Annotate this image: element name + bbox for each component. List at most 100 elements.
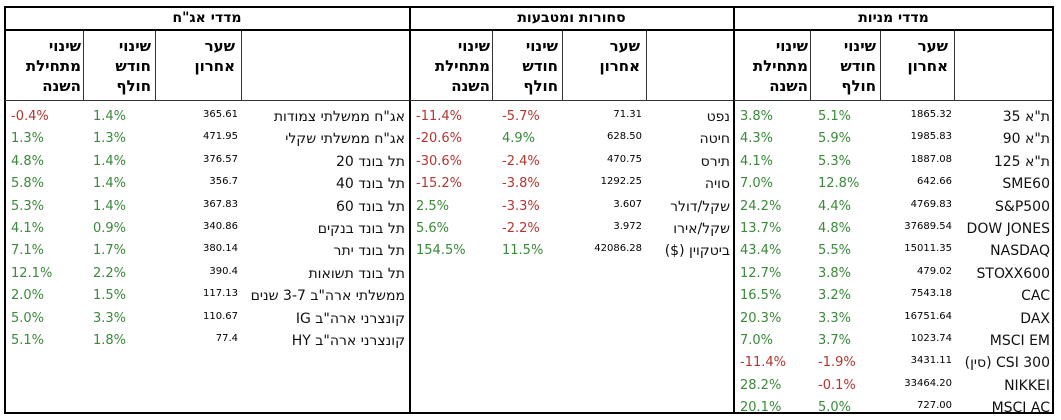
ytd-change-value: -30.6% xyxy=(416,153,462,169)
ytd-change-value: 5.6% xyxy=(416,221,450,236)
last-price-value: 71.31 xyxy=(613,109,642,120)
table-row: -15.2% -3.8% 1292.25 סויה xyxy=(410,173,733,195)
column-divider xyxy=(241,30,242,100)
month-change-value: -3.8% xyxy=(502,176,540,192)
month-change-value: 1.7% xyxy=(93,243,127,259)
column-divider xyxy=(155,30,156,100)
instrument-name: קונצרני ארה"ב HY xyxy=(291,333,405,349)
table-row: 5.3% 1.4% 367.83 תל בונד 60 xyxy=(5,196,409,218)
instrument-name: תירס xyxy=(700,153,730,170)
month-change-value: 1.4% xyxy=(93,198,127,214)
instrument-name: תל בונד 20 xyxy=(335,153,405,170)
ytd-change-value: -20.6% xyxy=(416,131,462,147)
ytd-change-value: -15.2% xyxy=(416,176,462,192)
table-row: 5.6% -2.2% 3.972 שקל/אירו xyxy=(410,218,733,240)
last-price-value: 628.50 xyxy=(607,131,642,143)
month-change-value: -3.3% xyxy=(502,198,540,214)
section-divider xyxy=(733,6,735,414)
month-change-value: 1.5% xyxy=(93,288,127,304)
ytd-change-value: 12.1% xyxy=(11,265,53,281)
title-underline xyxy=(5,29,1053,31)
ytd-change-value: 5.0% xyxy=(11,310,45,326)
month-change-value: 12.8% xyxy=(818,176,860,192)
ytd-change-value: 4.1% xyxy=(11,221,45,236)
last-price-value: 4769.83 xyxy=(910,198,952,210)
instrument-name: ת"א 125 xyxy=(993,153,1050,170)
table-row: 13.7% 4.8% 37689.54 DOW JONES xyxy=(734,218,1053,240)
month-change-value: -2.2% xyxy=(502,221,540,236)
column-divider xyxy=(810,30,811,100)
last-price-value: 33464.20 xyxy=(904,377,952,389)
instrument-name: תל בונד יתר xyxy=(333,243,405,260)
bonds-section: מדדי אג"ח שינוי מתחילת השנה שינוי חודש חו… xyxy=(5,0,409,420)
ytd-change-value: 13.7% xyxy=(740,221,782,236)
last-price-value: 3431.11 xyxy=(910,355,952,367)
commodities-section: סחורות ומטבעות שינוי מתחילת השנה שינוי חו… xyxy=(410,0,733,420)
ytd-change-value: 5.3% xyxy=(11,198,45,214)
instrument-name: אג"ח ממשלתי שקלי xyxy=(285,131,405,148)
column-divider xyxy=(646,30,647,100)
commodities-section-title: סחורות ומטבעות xyxy=(517,10,626,26)
instrument-name: ממשלתי ארה"ב 3-7 שנים xyxy=(250,288,405,305)
month-change-value: 4.9% xyxy=(502,131,536,147)
month-change-value: 4.8% xyxy=(818,221,852,236)
header-last-price: שער אחרון xyxy=(599,37,640,75)
last-price-value: 77.4 xyxy=(215,333,238,344)
ytd-change-value: 2.5% xyxy=(416,198,450,214)
instrument-name: MSCI AC xyxy=(991,400,1050,417)
table-row: -20.6% 4.9% 628.50 חיטה xyxy=(410,128,733,150)
table-row: -30.6% -2.4% 470.75 תירס xyxy=(410,151,733,173)
instrument-name: נפט xyxy=(706,109,730,125)
table-row: 7.0% 12.8% 642.66 SME60 xyxy=(734,173,1053,195)
last-price-value: 380.14 xyxy=(203,243,238,255)
last-price-value: 367.83 xyxy=(203,198,238,210)
table-row: 5.1% 1.8% 77.4 קונצרני ארה"ב HY xyxy=(5,330,409,352)
month-change-value: 1.3% xyxy=(93,131,127,147)
last-price-value: 1887.08 xyxy=(910,153,952,165)
table-row: 4.8% 1.4% 376.57 תל בונד 20 xyxy=(5,151,409,173)
month-change-value: 3.3% xyxy=(93,310,127,326)
ytd-change-value: 7.0% xyxy=(740,333,774,348)
month-change-value: 3.7% xyxy=(818,333,852,348)
instrument-name: שקל/אירו xyxy=(673,221,730,237)
ytd-change-value: 5.8% xyxy=(11,176,45,192)
instrument-name: ת"א 90 xyxy=(1002,131,1050,148)
table-row: 7.1% 1.7% 380.14 תל בונד יתר xyxy=(5,240,409,262)
header-month-change: שינוי חודש חולף xyxy=(840,37,876,95)
ytd-change-value: 20.1% xyxy=(740,400,782,416)
last-price-value: 479.02 xyxy=(917,265,952,277)
ytd-change-value: 4.8% xyxy=(11,153,45,169)
header-underline xyxy=(734,100,1053,101)
month-change-value: -0.1% xyxy=(818,377,856,393)
ytd-change-value: 7.0% xyxy=(740,176,774,192)
ytd-change-value: 7.1% xyxy=(11,243,45,259)
last-price-value: 390.4 xyxy=(209,265,238,277)
column-divider xyxy=(83,30,84,100)
last-price-value: 356.7 xyxy=(209,176,238,188)
table-row: -11.4% -1.9% 3431.11 CSI 300 (סין) xyxy=(734,352,1053,374)
last-price-value: 1865.32 xyxy=(910,109,952,120)
instrument-name: סויה xyxy=(704,176,730,193)
month-change-value: 5.9% xyxy=(818,131,852,147)
ytd-change-value: 28.2% xyxy=(740,377,782,393)
last-price-value: 117.13 xyxy=(203,288,238,300)
month-change-value: 1.8% xyxy=(93,333,127,348)
month-change-value: 1.4% xyxy=(93,176,127,192)
header-ytd-change: שינוי מתחילת השנה xyxy=(434,37,490,95)
last-price-value: 16751.64 xyxy=(904,310,952,322)
last-price-value: 376.57 xyxy=(203,153,238,165)
month-change-value: 5.5% xyxy=(818,243,852,259)
ytd-change-value: 12.7% xyxy=(740,265,782,281)
last-price-value: 3.607 xyxy=(613,198,642,210)
instrument-name: אג"ח ממשלתי צמודות xyxy=(273,109,405,125)
table-frame xyxy=(4,6,1054,414)
last-price-value: 365.61 xyxy=(203,109,238,120)
table-row: 2.5% -3.3% 3.607 שקל/דולר xyxy=(410,196,733,218)
table-row: 12.7% 3.8% 479.02 STOXX600 xyxy=(734,263,1053,285)
instrument-name: NASDAQ xyxy=(990,243,1050,260)
instrument-name: ביטקוין ($) xyxy=(664,243,730,260)
ytd-change-value: -11.4% xyxy=(416,109,462,124)
instrument-name: STOXX600 xyxy=(976,265,1050,282)
last-price-value: 37689.54 xyxy=(904,221,952,232)
